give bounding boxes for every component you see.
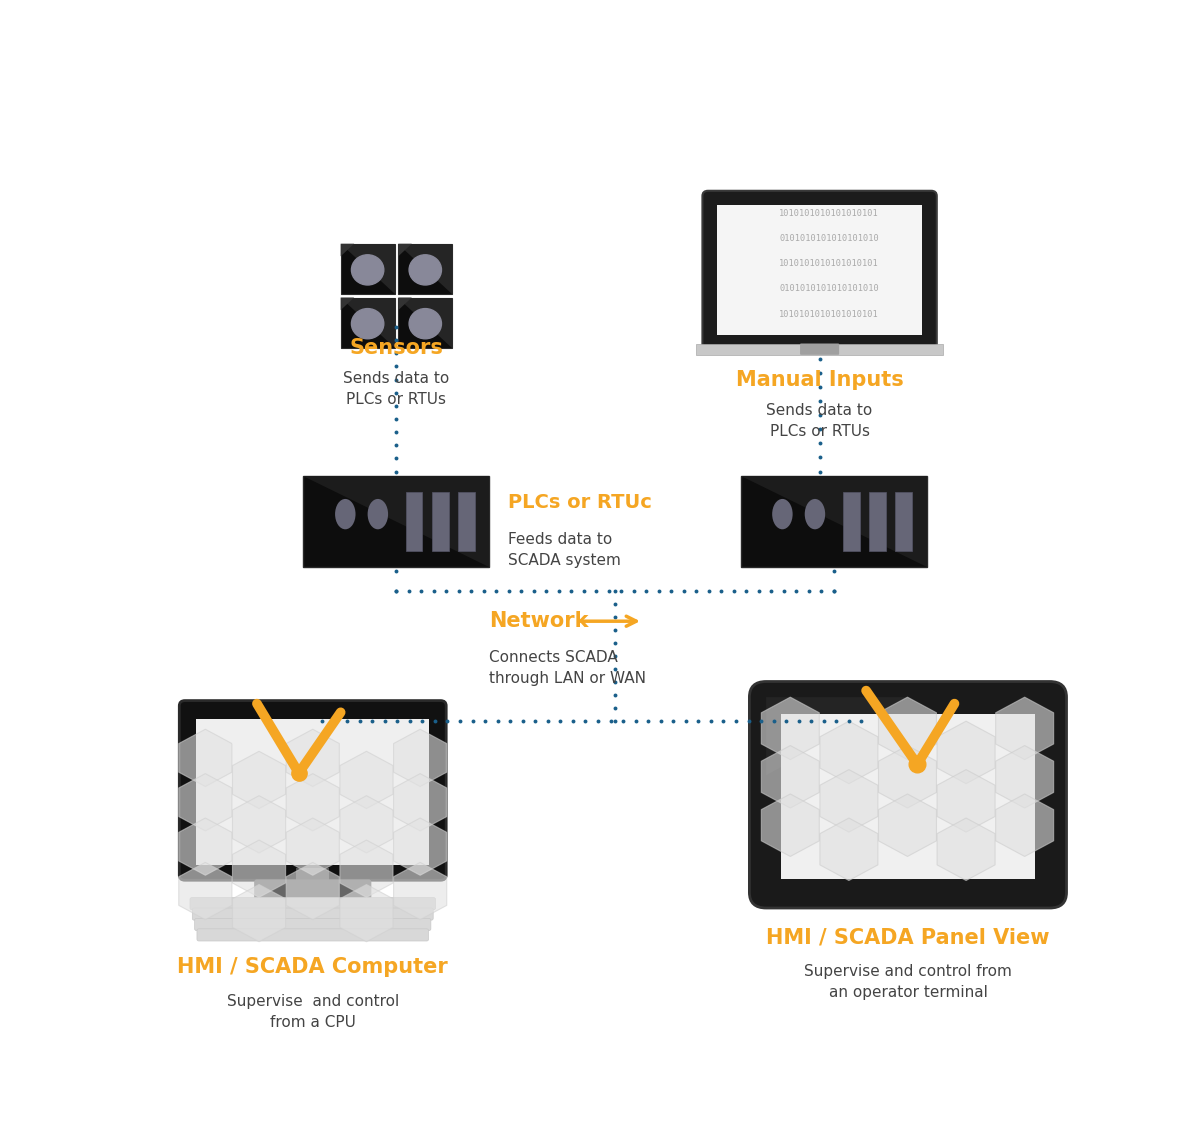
Polygon shape [937,770,995,832]
Text: Supervise  and control
from a CPU: Supervise and control from a CPU [227,994,398,1030]
Polygon shape [286,862,340,920]
Polygon shape [341,243,354,256]
Ellipse shape [805,499,826,530]
Polygon shape [820,721,878,783]
Polygon shape [179,729,232,787]
Polygon shape [761,698,820,760]
FancyBboxPatch shape [179,701,446,880]
Polygon shape [878,795,936,857]
Polygon shape [286,818,340,876]
FancyBboxPatch shape [341,243,395,294]
FancyBboxPatch shape [432,491,449,551]
Text: Sensors: Sensors [349,338,443,358]
Circle shape [352,309,384,339]
Text: 0101010101010101010: 0101010101010101010 [779,284,878,293]
Circle shape [409,255,442,285]
Ellipse shape [772,499,793,530]
Polygon shape [761,746,820,808]
Polygon shape [179,862,232,920]
Polygon shape [341,298,354,310]
Polygon shape [394,729,446,787]
Polygon shape [394,862,446,920]
Text: 0101010101010101010: 0101010101010101010 [779,234,878,243]
Circle shape [352,255,384,285]
Polygon shape [233,796,286,853]
FancyBboxPatch shape [895,491,912,551]
Polygon shape [179,773,232,831]
FancyBboxPatch shape [196,719,430,864]
Polygon shape [398,243,412,256]
FancyBboxPatch shape [341,298,395,348]
Polygon shape [878,698,936,760]
FancyBboxPatch shape [696,344,943,355]
Polygon shape [996,698,1054,760]
Polygon shape [996,746,1054,808]
FancyBboxPatch shape [398,243,452,294]
Polygon shape [233,885,286,942]
FancyBboxPatch shape [406,491,422,551]
Ellipse shape [335,499,355,530]
Polygon shape [937,721,995,783]
Polygon shape [286,773,340,831]
FancyBboxPatch shape [869,491,886,551]
Polygon shape [398,298,452,348]
Polygon shape [233,752,286,808]
Polygon shape [766,698,908,775]
Polygon shape [394,818,446,876]
Ellipse shape [367,499,388,530]
Text: 1010101010101010101: 1010101010101010101 [779,259,878,268]
FancyBboxPatch shape [398,298,452,348]
Polygon shape [398,298,412,310]
FancyBboxPatch shape [194,919,431,931]
Text: 1010101010101010101: 1010101010101010101 [779,208,878,218]
Polygon shape [341,298,395,348]
Polygon shape [740,476,926,567]
Text: Connects SCADA
through LAN or WAN: Connects SCADA through LAN or WAN [490,650,647,686]
FancyBboxPatch shape [702,190,937,348]
Polygon shape [820,770,878,832]
Text: HMI / SCADA Panel View: HMI / SCADA Panel View [766,928,1050,947]
FancyBboxPatch shape [458,491,474,551]
Text: HMI / SCADA Computer: HMI / SCADA Computer [178,958,448,977]
Text: Manual Inputs: Manual Inputs [736,371,904,390]
Polygon shape [340,840,394,897]
Polygon shape [304,476,490,567]
Text: Network: Network [490,611,589,631]
FancyBboxPatch shape [718,205,922,335]
FancyBboxPatch shape [304,476,490,567]
Text: Supervise and control from
an operator terminal: Supervise and control from an operator t… [804,964,1012,1000]
FancyBboxPatch shape [842,491,859,551]
FancyBboxPatch shape [296,868,330,886]
FancyBboxPatch shape [190,897,436,909]
Polygon shape [878,746,936,808]
FancyBboxPatch shape [781,713,1034,879]
FancyBboxPatch shape [740,476,926,567]
FancyBboxPatch shape [800,344,839,355]
FancyBboxPatch shape [192,908,433,920]
FancyBboxPatch shape [197,929,428,941]
Text: Feeds data to
SCADA system: Feeds data to SCADA system [508,532,620,568]
Polygon shape [179,818,232,876]
Polygon shape [761,795,820,857]
Polygon shape [340,752,394,808]
Text: PLCs or RTUc: PLCs or RTUc [508,492,652,512]
FancyBboxPatch shape [254,879,371,902]
Text: Sends data to
PLCs or RTUs: Sends data to PLCs or RTUs [343,371,450,407]
Circle shape [409,309,442,339]
Polygon shape [340,885,394,942]
Polygon shape [937,818,995,880]
FancyBboxPatch shape [749,682,1067,908]
Polygon shape [996,795,1054,857]
Polygon shape [394,773,446,831]
Polygon shape [286,729,340,787]
Polygon shape [398,243,452,294]
Polygon shape [233,840,286,897]
Polygon shape [340,796,394,853]
Text: Sends data to
PLCs or RTUs: Sends data to PLCs or RTUs [767,403,872,440]
Polygon shape [820,818,878,880]
Text: 1010101010101010101: 1010101010101010101 [779,310,878,319]
Polygon shape [341,243,395,294]
